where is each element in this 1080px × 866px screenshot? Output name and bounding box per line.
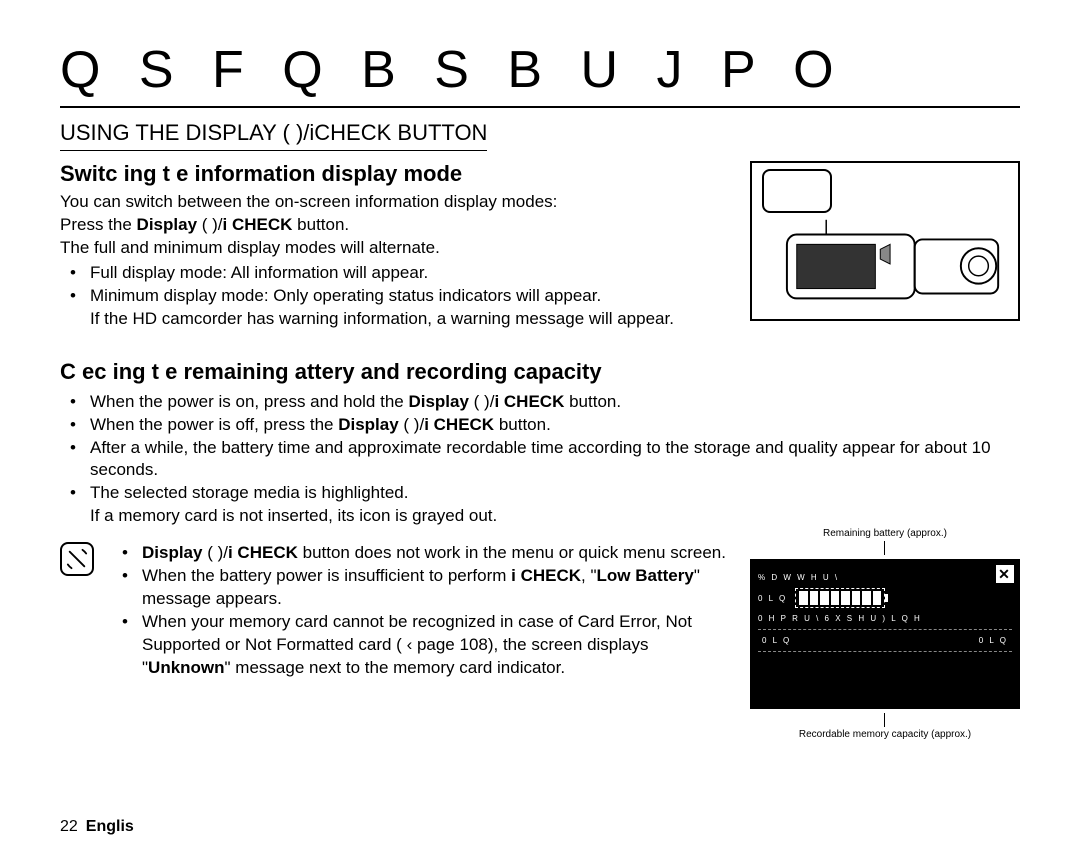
list-item: Display ( )/i CHECK button does not work… bbox=[112, 542, 730, 565]
sub2-heading: C ec ing t e remaining attery and record… bbox=[60, 359, 1020, 385]
callout-bottom-text: Recordable memory capacity (approx.) bbox=[799, 729, 971, 740]
note-row: Display ( )/i CHECK button does not work… bbox=[60, 540, 730, 680]
screen-row4-right: 0 L Q bbox=[979, 636, 1008, 645]
page-title: Q S F Q B S B U J P O bbox=[60, 40, 1020, 108]
sub1-p2-mid: ( )/ bbox=[197, 215, 223, 234]
camera-icon bbox=[782, 219, 1008, 309]
screen-row-4: 0 L Q 0 L Q bbox=[758, 629, 1012, 652]
text: " message next to the memory card indica… bbox=[225, 658, 566, 677]
sub1-p2-bold: Display bbox=[137, 215, 197, 234]
sub1-p2-suffix: button. bbox=[292, 215, 349, 234]
sub1-p1: You can switch between the on-screen inf… bbox=[60, 191, 730, 214]
sub1-p2-prefix: Press the bbox=[60, 215, 137, 234]
callout-bubble bbox=[762, 169, 832, 213]
text: ( )/ bbox=[202, 543, 228, 562]
screen-column: Remaining battery (approx.) ✕ % D W W H … bbox=[750, 528, 1020, 740]
text-bold: i CHECK bbox=[424, 415, 494, 434]
close-icon: ✕ bbox=[996, 565, 1014, 583]
text: button. bbox=[564, 392, 621, 411]
text-bold: Low Battery bbox=[597, 566, 694, 585]
list-item: The selected storage media is highlighte… bbox=[60, 482, 1020, 528]
page-number: 22 bbox=[60, 818, 78, 835]
text: button. bbox=[494, 415, 551, 434]
sub1-p3: The full and minimum display modes will … bbox=[60, 237, 730, 260]
text-bold: Display bbox=[408, 392, 468, 411]
callout-line bbox=[884, 713, 885, 727]
screen-row-3: 0 H P R U \ 6 X S H U ) L Q H bbox=[758, 614, 1012, 623]
callout-line bbox=[884, 541, 885, 555]
callout-bottom: Recordable memory capacity (approx.) bbox=[799, 711, 971, 740]
list-item: After a while, the battery time and appr… bbox=[60, 437, 1020, 483]
note-block: Display ( )/i CHECK button does not work… bbox=[60, 528, 1020, 740]
text-bold: i CHECK bbox=[511, 566, 581, 585]
text: ( )/ bbox=[399, 415, 425, 434]
screen-row-2: 0 L Q bbox=[758, 588, 1012, 608]
sub2-bullets: When the power is on, press and hold the… bbox=[60, 391, 1020, 529]
section-heading: USING THE DISPLAY ( )/iCHECK BUTTON bbox=[60, 120, 487, 151]
note-left: Display ( )/i CHECK button does not work… bbox=[60, 528, 730, 740]
text-bold: Display bbox=[142, 543, 202, 562]
list-item: When the power is on, press and hold the… bbox=[60, 391, 1020, 414]
sub1-p2-bold2: i CHECK bbox=[223, 215, 293, 234]
list-item: When the battery power is insufficient t… bbox=[112, 565, 730, 611]
screen-row-1: % D W W H U \ bbox=[758, 573, 1012, 582]
text-bold: i CHECK bbox=[228, 543, 298, 562]
note-text: Display ( )/i CHECK button does not work… bbox=[112, 540, 730, 680]
note-icon bbox=[60, 542, 94, 576]
callout-top-text: Remaining battery (approx.) bbox=[823, 528, 947, 539]
note-bullets: Display ( )/i CHECK button does not work… bbox=[112, 542, 730, 680]
section-heading-wrap: USING THE DISPLAY ( )/iCHECK BUTTON bbox=[60, 120, 1020, 161]
text: button does not work in the menu or quic… bbox=[298, 543, 726, 562]
text: When the power is off, press the bbox=[90, 415, 338, 434]
page-footer: 22 Englis bbox=[60, 818, 134, 836]
callout-top: Remaining battery (approx.) bbox=[823, 528, 947, 557]
text-bold: i CHECK bbox=[494, 392, 564, 411]
sub1-p2: Press the Display ( )/i CHECK button. bbox=[60, 214, 730, 237]
list-item: Minimum display mode: Only operating sta… bbox=[60, 285, 730, 331]
text: ( )/ bbox=[469, 392, 495, 411]
list-item: When the power is off, press the Display… bbox=[60, 414, 1020, 437]
text: When the power is on, press and hold the bbox=[90, 392, 408, 411]
text: , " bbox=[581, 566, 596, 585]
text-bold: Unknown bbox=[148, 658, 225, 677]
section-1: Switc ing t e information display mode Y… bbox=[60, 161, 1020, 331]
text-bold: Display bbox=[338, 415, 398, 434]
battery-icon bbox=[795, 588, 885, 608]
camera-illustration bbox=[750, 161, 1020, 321]
footer-language: Englis bbox=[86, 818, 134, 835]
screen-box: ✕ % D W W H U \ 0 L Q 0 H P R U \ 6 X S … bbox=[750, 559, 1020, 709]
sub1-bullets: Full display mode: All information will … bbox=[60, 262, 730, 331]
list-item: When your memory card cannot be recogniz… bbox=[112, 611, 730, 680]
lcd-screen: ✕ % D W W H U \ 0 L Q 0 H P R U \ 6 X S … bbox=[750, 559, 1020, 709]
text: When the battery power is insufficient t… bbox=[142, 566, 511, 585]
sub1-heading: Switc ing t e information display mode bbox=[60, 161, 730, 187]
screen-row2-label: 0 L Q bbox=[758, 594, 787, 603]
screen-row4-left: 0 L Q bbox=[762, 636, 791, 645]
section-1-text: Switc ing t e information display mode Y… bbox=[60, 161, 730, 331]
list-item: Full display mode: All information will … bbox=[60, 262, 730, 285]
